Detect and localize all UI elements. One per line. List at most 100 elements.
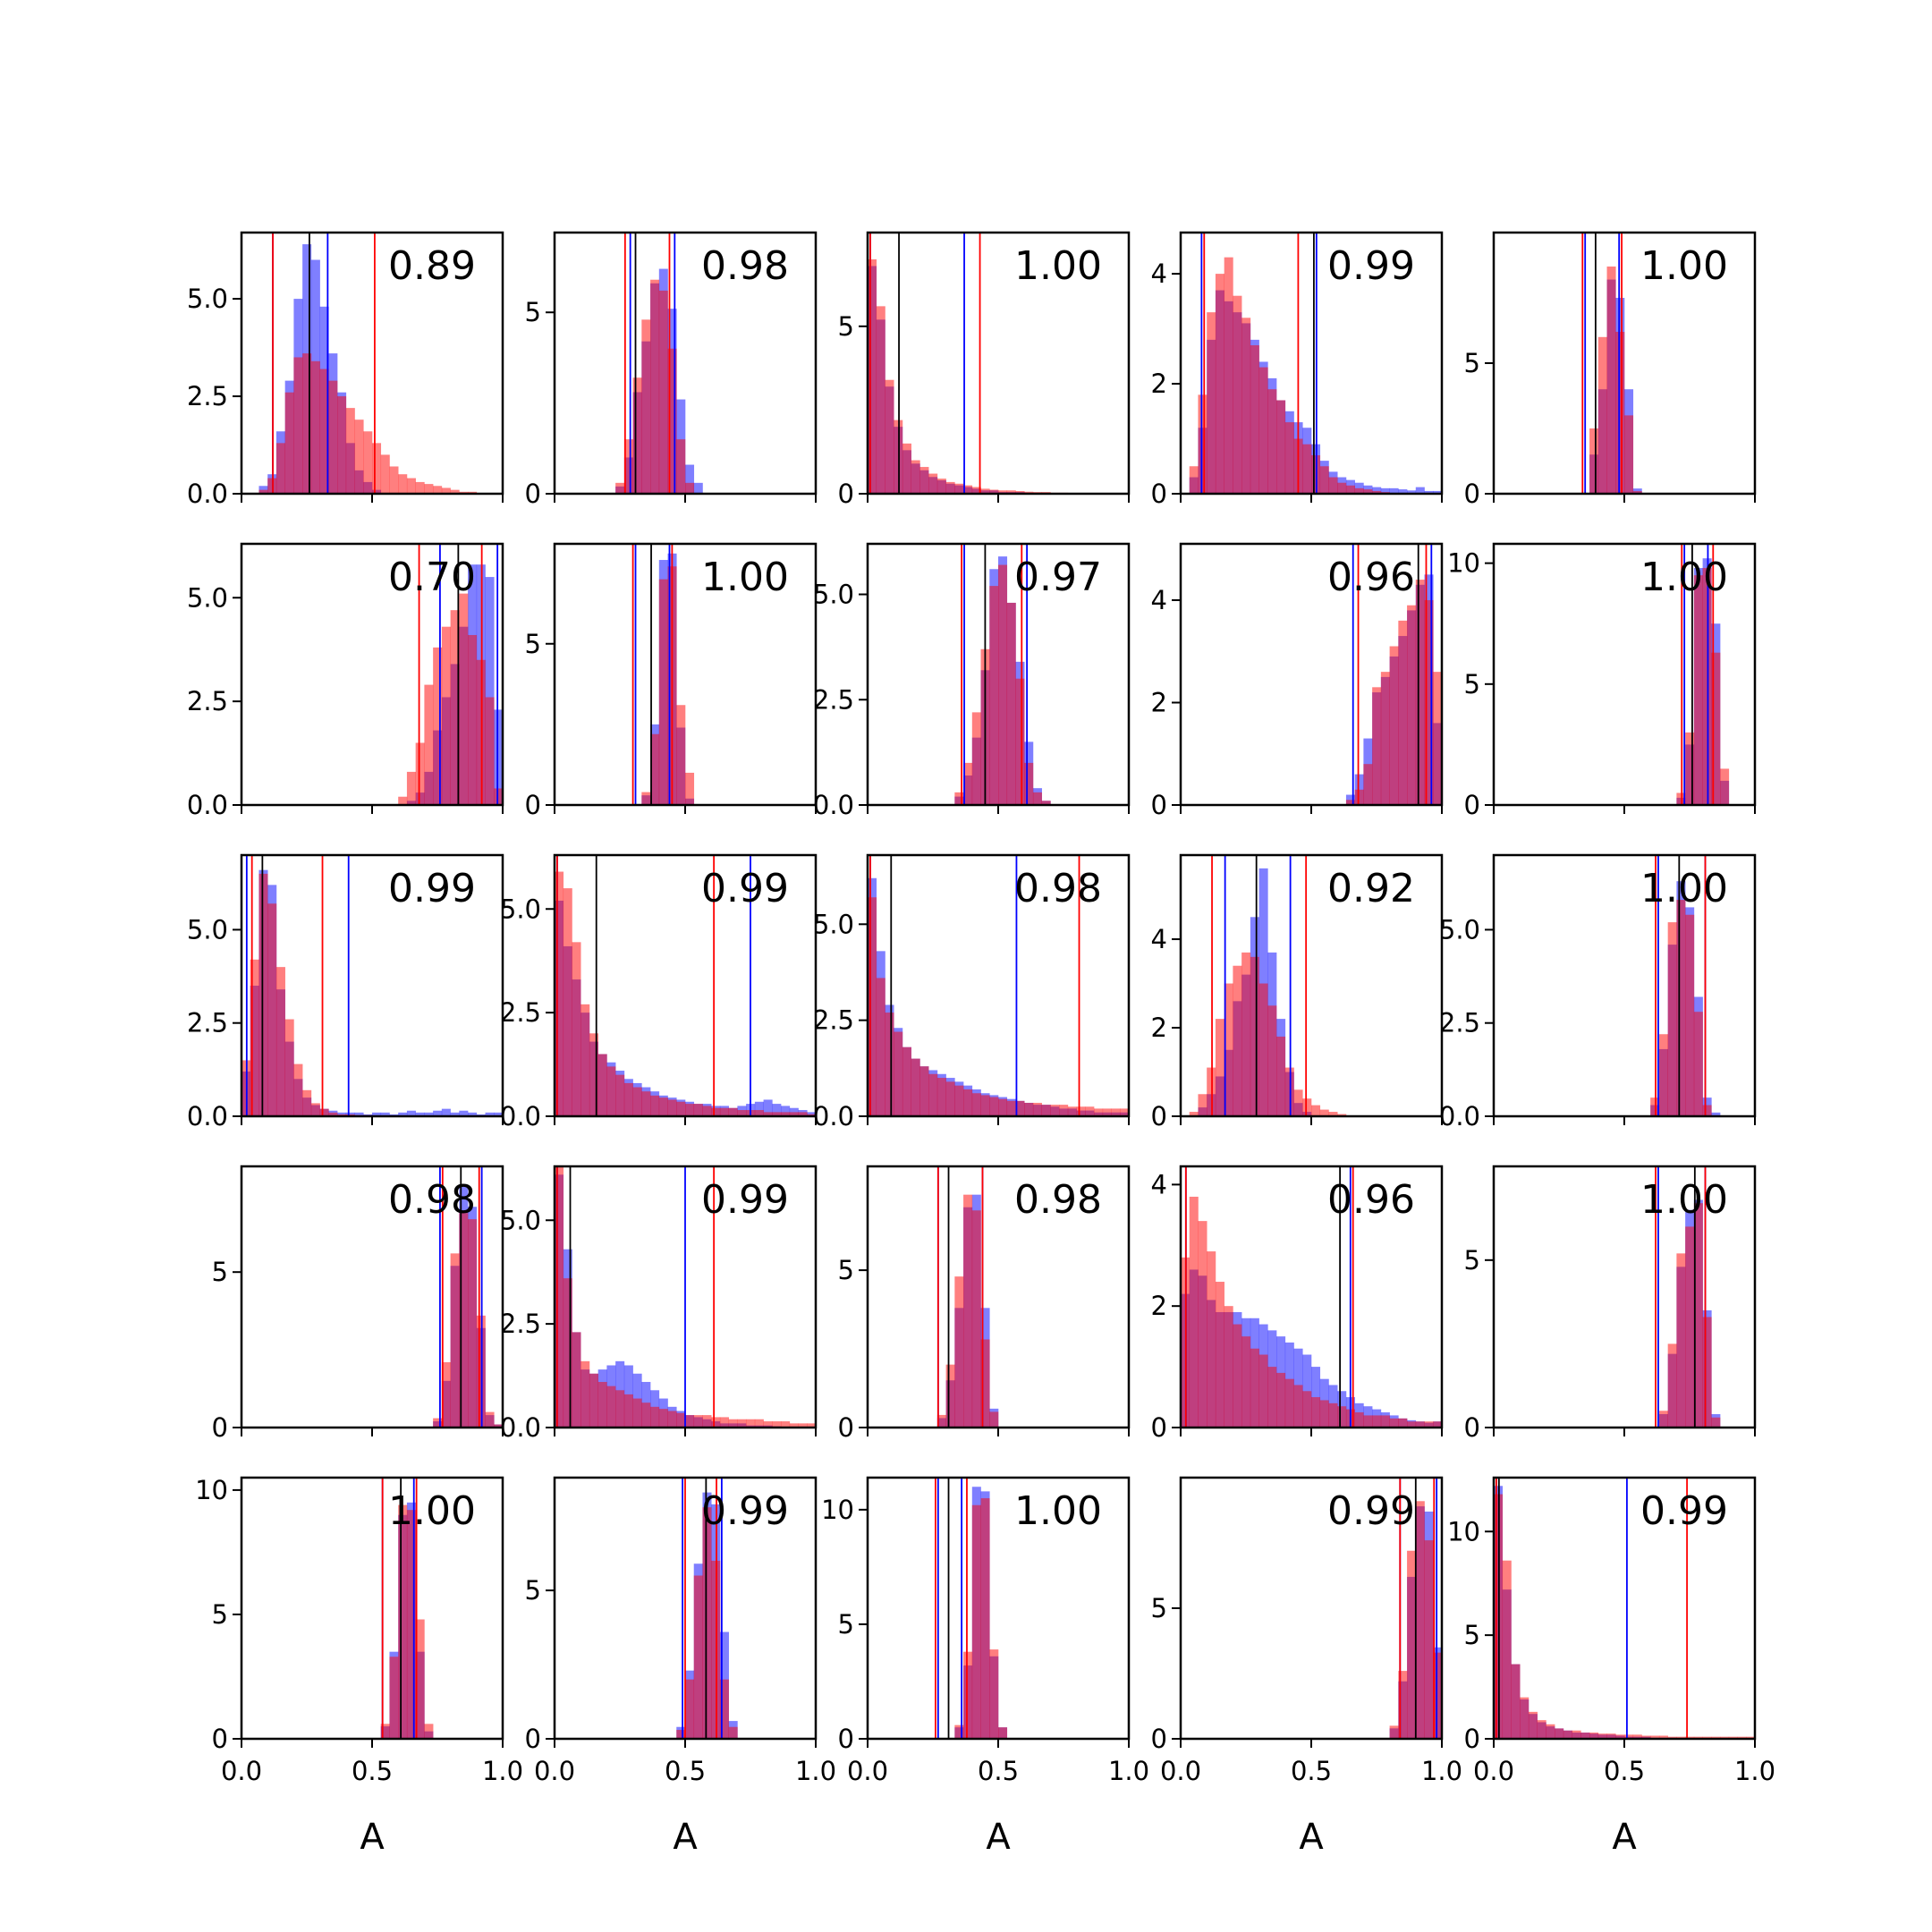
red-hist-bar — [1667, 1343, 1677, 1428]
panel-r4-c5: 051.00 — [1464, 1165, 1757, 1443]
red-hist-bar — [702, 1106, 712, 1116]
panel-r3-c5: 0.0 2.5 5.0 1.00 — [1439, 853, 1757, 1131]
red-hist-bar — [302, 1089, 312, 1116]
red-hist-bar — [728, 1726, 738, 1739]
blue-hist-bar — [485, 1112, 495, 1116]
red-hist-bar — [284, 1019, 294, 1116]
red-hist-bar — [772, 1112, 782, 1116]
red-hist-bar — [441, 1362, 451, 1428]
red-hist-bar — [563, 888, 572, 1116]
red-hist-bar — [1555, 1728, 1564, 1739]
y-tick-label: 10 — [195, 1475, 228, 1505]
blue-hist-bar — [398, 1112, 408, 1116]
plot-area — [868, 233, 1069, 494]
red-hist-bar — [406, 1510, 416, 1739]
panel-r2-c4: 0 2 4 0.96 — [1151, 542, 1444, 820]
blue-hist-bar — [1398, 489, 1408, 494]
y-tick-label: 5 — [838, 1609, 854, 1640]
red-hist-bar — [1415, 580, 1425, 805]
red-hist-bar — [450, 610, 460, 805]
red-hist-bar — [1233, 1324, 1242, 1428]
red-hist-bar — [1606, 266, 1616, 494]
red-hist-bar — [328, 380, 338, 494]
red-hist-bar — [337, 396, 347, 494]
red-hist-bar — [641, 792, 651, 805]
red-hist-bar — [1241, 952, 1251, 1116]
red-hist-bar — [980, 488, 990, 494]
x-tick-label: 1.0 — [795, 1756, 836, 1786]
red-hist-bar — [980, 1498, 990, 1739]
red-hist-bar — [1250, 1348, 1259, 1428]
y-tick-label: 0 — [212, 1412, 228, 1443]
red-hist-bar — [658, 1097, 668, 1116]
red-hist-bar — [693, 1415, 703, 1428]
red-hist-bar — [433, 647, 443, 805]
y-tick-label: 5 — [525, 297, 541, 327]
red-hist-bar — [1215, 1019, 1224, 1116]
y-tick-label: 10 — [1447, 548, 1480, 579]
red-hist-bar — [275, 443, 285, 494]
red-hist-bar — [623, 1394, 633, 1428]
red-hist-bar — [1363, 764, 1373, 805]
red-hist-bar — [1250, 345, 1259, 494]
red-hist-bar — [954, 792, 964, 805]
red-hist-bar — [868, 258, 877, 494]
panel-annotation: 0.99 — [1327, 243, 1415, 289]
red-hist-bar — [1537, 1720, 1546, 1739]
red-hist-bar — [1511, 1664, 1521, 1739]
red-hist-bar — [1528, 1711, 1538, 1739]
y-tick-label: 0.0 — [187, 479, 228, 509]
red-hist-bar — [1676, 900, 1686, 1116]
red-hist-bar — [1032, 1102, 1042, 1116]
panel-r1-c4: 0 2 4 0.99 — [1151, 231, 1444, 509]
red-hist-bar — [1094, 1108, 1104, 1116]
red-hist-bar — [650, 279, 660, 494]
red-hist-bar — [963, 762, 973, 805]
red-hist-bar — [963, 1194, 973, 1428]
red-hist-bar — [667, 348, 677, 494]
red-hist-bar — [989, 489, 999, 494]
red-hist-bar — [658, 290, 668, 494]
panel-annotation: 1.00 — [1640, 243, 1728, 289]
plot-area — [954, 544, 1051, 805]
red-hist-bar — [580, 1360, 590, 1428]
red-hist-bar — [868, 897, 877, 1116]
blue-hist-bar — [468, 1112, 478, 1116]
blue-hist-bar — [485, 577, 495, 805]
red-hist-bar — [1597, 336, 1607, 494]
y-tick-label: 5 — [838, 311, 854, 342]
red-hist-bar — [1685, 732, 1695, 805]
red-hist-bar — [615, 1074, 625, 1116]
red-hist-bar — [380, 1724, 390, 1739]
red-hist-bar — [1433, 1421, 1442, 1428]
red-hist-bar — [354, 419, 364, 494]
red-hist-bar — [1337, 1406, 1347, 1428]
red-hist-bar — [424, 684, 434, 805]
y-tick-label: 0.0 — [813, 1101, 854, 1131]
red-hist-bar — [728, 1107, 738, 1116]
red-hist-bar — [1502, 1560, 1512, 1739]
red-hist-bar — [555, 1166, 564, 1428]
red-hist-bar — [1258, 367, 1268, 494]
red-hist-bar — [1189, 1196, 1199, 1428]
red-hist-bar — [459, 593, 469, 805]
red-hist-bar — [1398, 1418, 1408, 1428]
red-hist-bar — [494, 788, 503, 805]
red-hist-bar — [1233, 295, 1242, 494]
red-hist-bar — [641, 1402, 651, 1428]
red-hist-bar — [424, 484, 434, 494]
red-hist-bar — [1658, 1735, 1668, 1739]
red-hist-bar — [433, 486, 443, 494]
red-hist-bar — [685, 772, 695, 805]
red-hist-bar — [398, 1504, 408, 1739]
red-hist-bar — [676, 1730, 686, 1739]
red-hist-bar — [441, 626, 451, 805]
red-hist-bar — [936, 479, 946, 494]
red-hist-bar — [450, 489, 460, 494]
red-hist-bar — [1363, 1415, 1373, 1428]
red-hist-bar — [1120, 1108, 1129, 1116]
y-tick-label: 0 — [1464, 1724, 1480, 1754]
plot-area — [1650, 855, 1721, 1116]
blue-hist-bar — [415, 1112, 425, 1116]
blue-hist-bar — [450, 1112, 460, 1116]
